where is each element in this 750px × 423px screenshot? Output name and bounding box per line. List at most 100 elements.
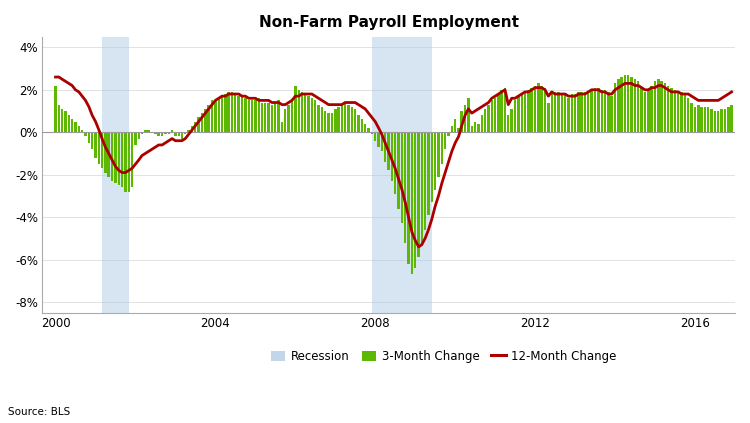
Bar (601, 90, 603, 132)
Bar (654, 81, 656, 132)
Bar (684, 94, 686, 132)
Bar (657, 79, 659, 132)
Bar (444, 132, 446, 149)
Bar (347, 104, 350, 132)
Bar (541, 85, 543, 132)
Bar (564, 94, 566, 132)
Bar (451, 126, 453, 132)
Bar (530, 88, 533, 132)
Bar (698, 104, 700, 132)
Bar (474, 122, 476, 132)
Bar (54, 85, 57, 132)
Bar (707, 107, 710, 132)
Bar (527, 90, 530, 132)
Bar (164, 132, 166, 135)
Bar (550, 94, 553, 132)
Bar (208, 104, 210, 132)
Bar (670, 88, 673, 132)
Bar (261, 102, 263, 132)
Bar (494, 98, 496, 132)
Bar (627, 75, 629, 132)
Bar (721, 109, 723, 132)
Bar (287, 104, 290, 132)
Bar (374, 132, 376, 141)
Bar (694, 107, 696, 132)
Bar (234, 94, 236, 132)
Bar (254, 100, 257, 132)
Bar (500, 90, 502, 132)
Bar (141, 132, 143, 135)
Title: Non-Farm Payroll Employment: Non-Farm Payroll Employment (259, 15, 518, 30)
Bar (481, 115, 483, 132)
Bar (640, 88, 643, 132)
Bar (291, 100, 293, 132)
Bar (134, 132, 136, 145)
Bar (241, 96, 243, 132)
Bar (447, 132, 450, 137)
Bar (608, 92, 610, 132)
Bar (114, 132, 116, 183)
Bar (81, 130, 83, 132)
Bar (394, 132, 396, 194)
Bar (464, 104, 466, 132)
Bar (727, 107, 730, 132)
Bar (660, 81, 663, 132)
Bar (650, 85, 652, 132)
Bar (458, 128, 460, 132)
Bar (391, 132, 393, 181)
Bar (454, 119, 457, 132)
Bar (730, 104, 733, 132)
Bar (328, 113, 330, 132)
Bar (484, 109, 486, 132)
Bar (667, 85, 669, 132)
Bar (102, 37, 129, 313)
Bar (700, 107, 703, 132)
Bar (334, 109, 337, 132)
Bar (294, 85, 296, 132)
Bar (214, 100, 217, 132)
Bar (380, 132, 383, 151)
Bar (524, 92, 526, 132)
Bar (354, 109, 356, 132)
Bar (310, 98, 313, 132)
Bar (637, 81, 640, 132)
Bar (178, 132, 180, 137)
Bar (534, 85, 536, 132)
Bar (188, 130, 190, 132)
Bar (361, 119, 363, 132)
Bar (467, 98, 470, 132)
Bar (148, 130, 150, 132)
Bar (507, 115, 509, 132)
Bar (557, 92, 560, 132)
Bar (597, 88, 599, 132)
Bar (284, 109, 286, 132)
Bar (267, 102, 270, 132)
Bar (301, 92, 303, 132)
Bar (477, 124, 479, 132)
Bar (460, 111, 463, 132)
Bar (77, 126, 80, 132)
Bar (441, 132, 443, 164)
Bar (197, 117, 200, 132)
Bar (257, 98, 260, 132)
Bar (677, 92, 680, 132)
Bar (470, 126, 473, 132)
Bar (717, 111, 719, 132)
Bar (227, 92, 230, 132)
Bar (488, 104, 490, 132)
Bar (680, 92, 682, 132)
Bar (594, 88, 596, 132)
Bar (224, 94, 226, 132)
Bar (418, 132, 420, 258)
Bar (154, 132, 157, 135)
Bar (518, 96, 520, 132)
Bar (614, 83, 616, 132)
Bar (398, 132, 400, 209)
Bar (631, 77, 633, 132)
Bar (338, 107, 340, 132)
Bar (128, 132, 130, 192)
Bar (504, 88, 506, 132)
Bar (304, 94, 307, 132)
Bar (424, 132, 426, 230)
Bar (220, 96, 224, 132)
